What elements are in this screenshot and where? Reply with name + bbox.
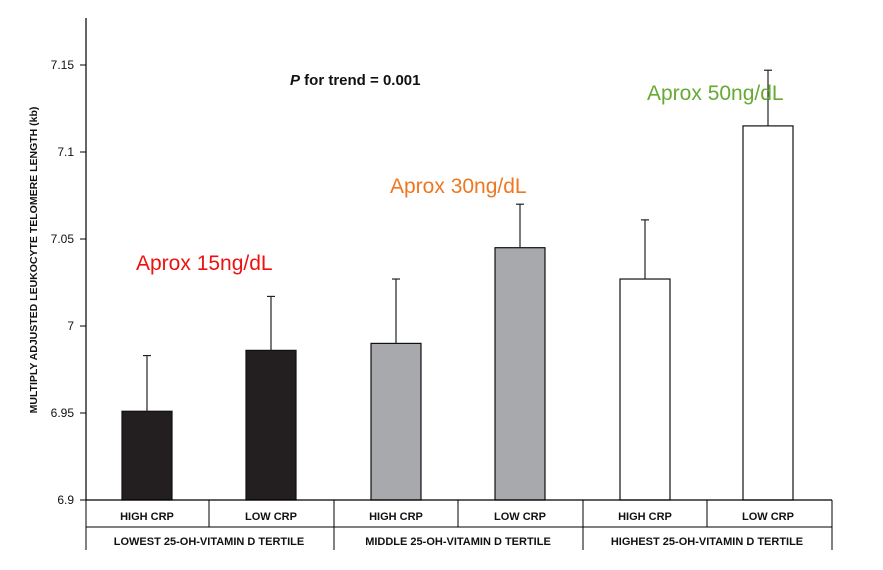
bar: [742, 125, 794, 501]
y-tick-label: 7.15: [51, 58, 75, 72]
x-category-label: LOW CRP: [245, 511, 297, 523]
error-bars: [143, 69, 772, 412]
x-group-label: LOWEST 25-OH-VITAMIN D TERTILE: [114, 536, 304, 548]
y-tick-label: 6.95: [51, 406, 75, 420]
y-tick-label: 7: [67, 319, 74, 333]
trend-annotation: P for trend = 0.001: [290, 72, 420, 89]
x-category-label: LOW CRP: [742, 511, 794, 523]
y-tick-label: 6.9: [57, 493, 74, 507]
y-axis-label: MULTIPLY ADJUSTED LEUKOCYTE TELOMERE LEN…: [28, 107, 40, 414]
x-category-label: HIGH CRP: [369, 511, 423, 523]
bar: [494, 247, 546, 501]
x-dividers: [85, 500, 833, 550]
bar: [370, 342, 422, 501]
x-group-label: HIGHEST 25-OH-VITAMIN D TERTILE: [611, 536, 803, 548]
x-category-label: HIGH CRP: [120, 511, 174, 523]
y-axis: 6.9 6.95 7 7.05 7.1 7.15 MULTIPLY ADJUSTED LE…: [28, 18, 87, 507]
x-group-label: MIDDLE 25-OH-VITAMIN D TERTILE: [365, 536, 551, 548]
annotation-middle: Aprox 30ng/dL: [390, 175, 527, 198]
trend-text: for trend = 0.001: [300, 72, 420, 89]
x-category-label: LOW CRP: [494, 511, 546, 523]
x-category-label: HIGH CRP: [618, 511, 672, 523]
group-labels: LOWEST 25-OH-VITAMIN D TERTILE MIDDLE 25-…: [114, 536, 803, 548]
bar: [619, 278, 671, 501]
annotation-highest: Aprox 50ng/dL: [647, 82, 784, 105]
y-tick-label: 7.05: [51, 232, 75, 246]
x-axis: HIGH CRP LOW CRP HIGH CRP LOW CRP HIGH CRP LO…: [85, 499, 833, 550]
bars: [121, 125, 794, 501]
bar: [245, 349, 297, 501]
annotation-lowest: Aprox 15ng/dL: [136, 252, 273, 275]
trend-p-symbol: P: [290, 72, 301, 89]
bar: [121, 410, 173, 501]
y-tick-label: 7.1: [57, 145, 74, 159]
y-ticks: 6.9 6.95 7 7.05 7.1 7.15: [51, 58, 86, 507]
category-labels: HIGH CRP LOW CRP HIGH CRP LOW CRP HIGH CRP LO…: [120, 511, 794, 523]
